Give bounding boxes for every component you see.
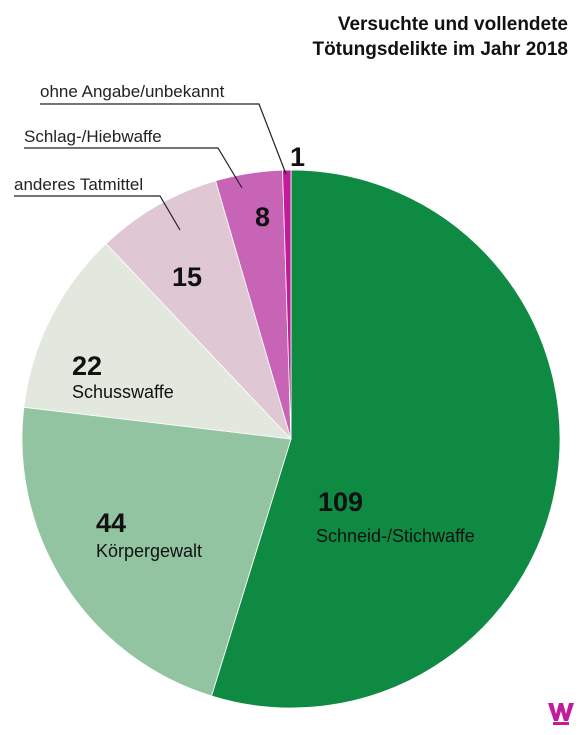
slice-value-label-5: 1 [290, 142, 305, 172]
pie-slice-3 [105, 180, 292, 440]
slice-value-label-4: 8 [255, 202, 270, 232]
pie-slice-5 [282, 169, 292, 440]
leader-line-4 [24, 147, 243, 189]
slice-external-label-3: anderes Tatmittel [14, 175, 143, 194]
slice-value-label-0: 109 [318, 487, 363, 517]
slice-value-label-2: 22 [72, 351, 102, 381]
slice-name-label-2: Schusswaffe [72, 382, 174, 402]
pie-slice-1 [21, 406, 292, 697]
slice-value-label-3: 15 [172, 262, 202, 292]
slice-external-label-4: Schlag-/Hiebwaffe [24, 127, 162, 146]
slice-value-label-1: 44 [96, 508, 126, 538]
slice-name-label-0: Schneid-/Stichwaffe [316, 526, 475, 546]
leader-line-5 [40, 103, 287, 175]
chart-title-line-1: Versuchte und vollendete [337, 14, 568, 35]
pie-slice-0 [211, 169, 561, 709]
pie-slice-2 [23, 243, 293, 440]
chart-title: Versuchte und vollendete Tötungsdelikte … [312, 12, 568, 62]
chart-title-line-2: Tötungsdelikte im Jahr 2018 [312, 39, 568, 60]
brand-logo-icon [548, 703, 574, 725]
leader-line-3 [14, 195, 181, 231]
slice-name-label-1: Körpergewalt [96, 541, 202, 561]
slice-external-label-5: ohne Angabe/unbekannt [40, 82, 225, 101]
